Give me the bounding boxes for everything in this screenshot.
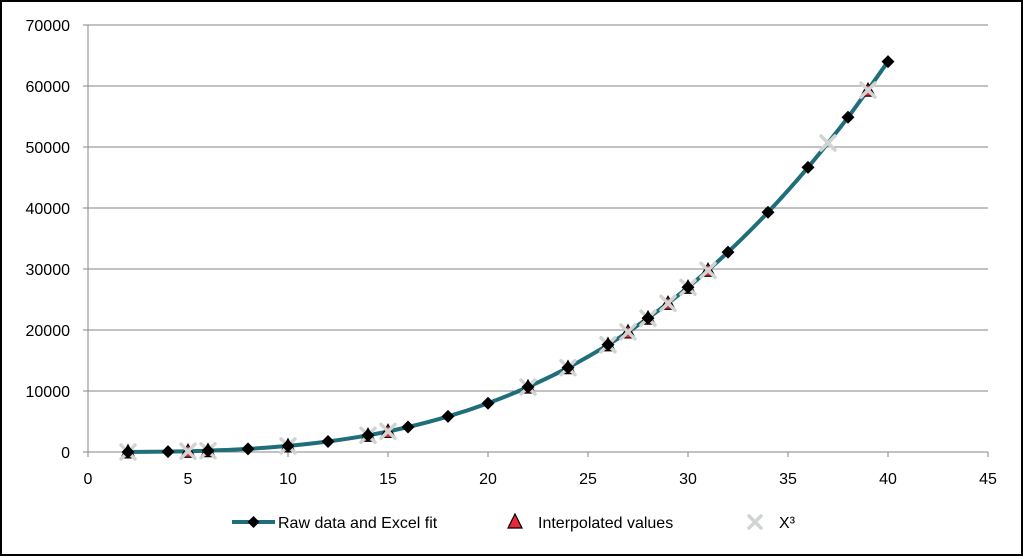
x-tick-label: 5 xyxy=(184,471,193,488)
x-cubed-point xyxy=(819,134,837,152)
legend-item-raw-data: Raw data and Excel fit xyxy=(232,515,438,532)
legend-label-raw-data: Raw data and Excel fit xyxy=(278,515,438,532)
x-tick-label: 45 xyxy=(979,471,997,488)
x-tick-label: 35 xyxy=(779,471,797,488)
raw-data-point xyxy=(801,160,815,174)
raw-data-point xyxy=(881,55,895,69)
y-tick-label: 40000 xyxy=(26,201,71,218)
legend-triangle-icon xyxy=(507,512,523,529)
raw-data-point xyxy=(681,280,695,294)
tick-labels: 0 10000 20000 30000 40000 50000 60000 70000 0 5 10… xyxy=(26,18,998,488)
legend: Raw data and Excel fit Interpolated valu… xyxy=(232,512,796,532)
raw-data-point xyxy=(201,444,215,458)
raw-data-point xyxy=(321,434,335,448)
legend-item-interpolated: Interpolated values xyxy=(507,512,673,532)
raw-data-point xyxy=(761,205,775,219)
raw-data-point xyxy=(161,445,175,459)
raw-data-point xyxy=(401,420,415,434)
raw-data-point xyxy=(721,245,735,259)
legend-x-icon xyxy=(747,514,763,530)
raw-data-point xyxy=(241,442,255,456)
y-tick-label: 0 xyxy=(61,445,70,462)
x-tick-label: 25 xyxy=(579,471,597,488)
x-tick-label: 40 xyxy=(879,471,897,488)
x-cubed-point xyxy=(379,422,397,441)
x-cubed-point xyxy=(699,261,717,280)
raw-data-point xyxy=(361,428,375,442)
raw-data-point xyxy=(441,409,455,423)
y-tick-label: 50000 xyxy=(26,140,71,157)
raw-data-point xyxy=(281,439,295,453)
x-cubed-point xyxy=(619,323,637,341)
gridlines xyxy=(83,24,989,457)
legend-diamond-icon xyxy=(247,516,260,528)
axes xyxy=(87,25,988,453)
x-cubed-point xyxy=(179,442,197,460)
raw-data-point xyxy=(521,380,535,394)
legend-label-interpolated: Interpolated values xyxy=(538,515,673,532)
raw-data-point xyxy=(561,361,575,375)
raw-data-point xyxy=(121,445,135,459)
x-tick-label: 0 xyxy=(84,471,93,488)
y-tick-label: 60000 xyxy=(26,79,71,96)
legend-label-x-cubed: X³ xyxy=(779,515,796,532)
series-line-raw-data xyxy=(127,60,890,454)
x-cubed-point xyxy=(659,294,677,312)
y-tick-label: 30000 xyxy=(26,262,71,279)
y-tick-label: 10000 xyxy=(26,384,71,401)
y-tick-label: 70000 xyxy=(26,18,71,35)
x-tick-label: 10 xyxy=(279,471,297,488)
x-cubed-point xyxy=(859,81,877,99)
raw-data-point xyxy=(481,396,495,410)
legend-item-x-cubed: X³ xyxy=(747,514,796,532)
raw-data-point xyxy=(601,338,615,352)
raw-data-point xyxy=(641,311,655,325)
raw-data-point xyxy=(841,110,855,124)
x-tick-label: 30 xyxy=(679,471,697,488)
x-tick-label: 20 xyxy=(479,471,497,488)
series xyxy=(119,55,895,461)
y-tick-label: 20000 xyxy=(26,323,71,340)
x-tick-label: 15 xyxy=(379,471,397,488)
